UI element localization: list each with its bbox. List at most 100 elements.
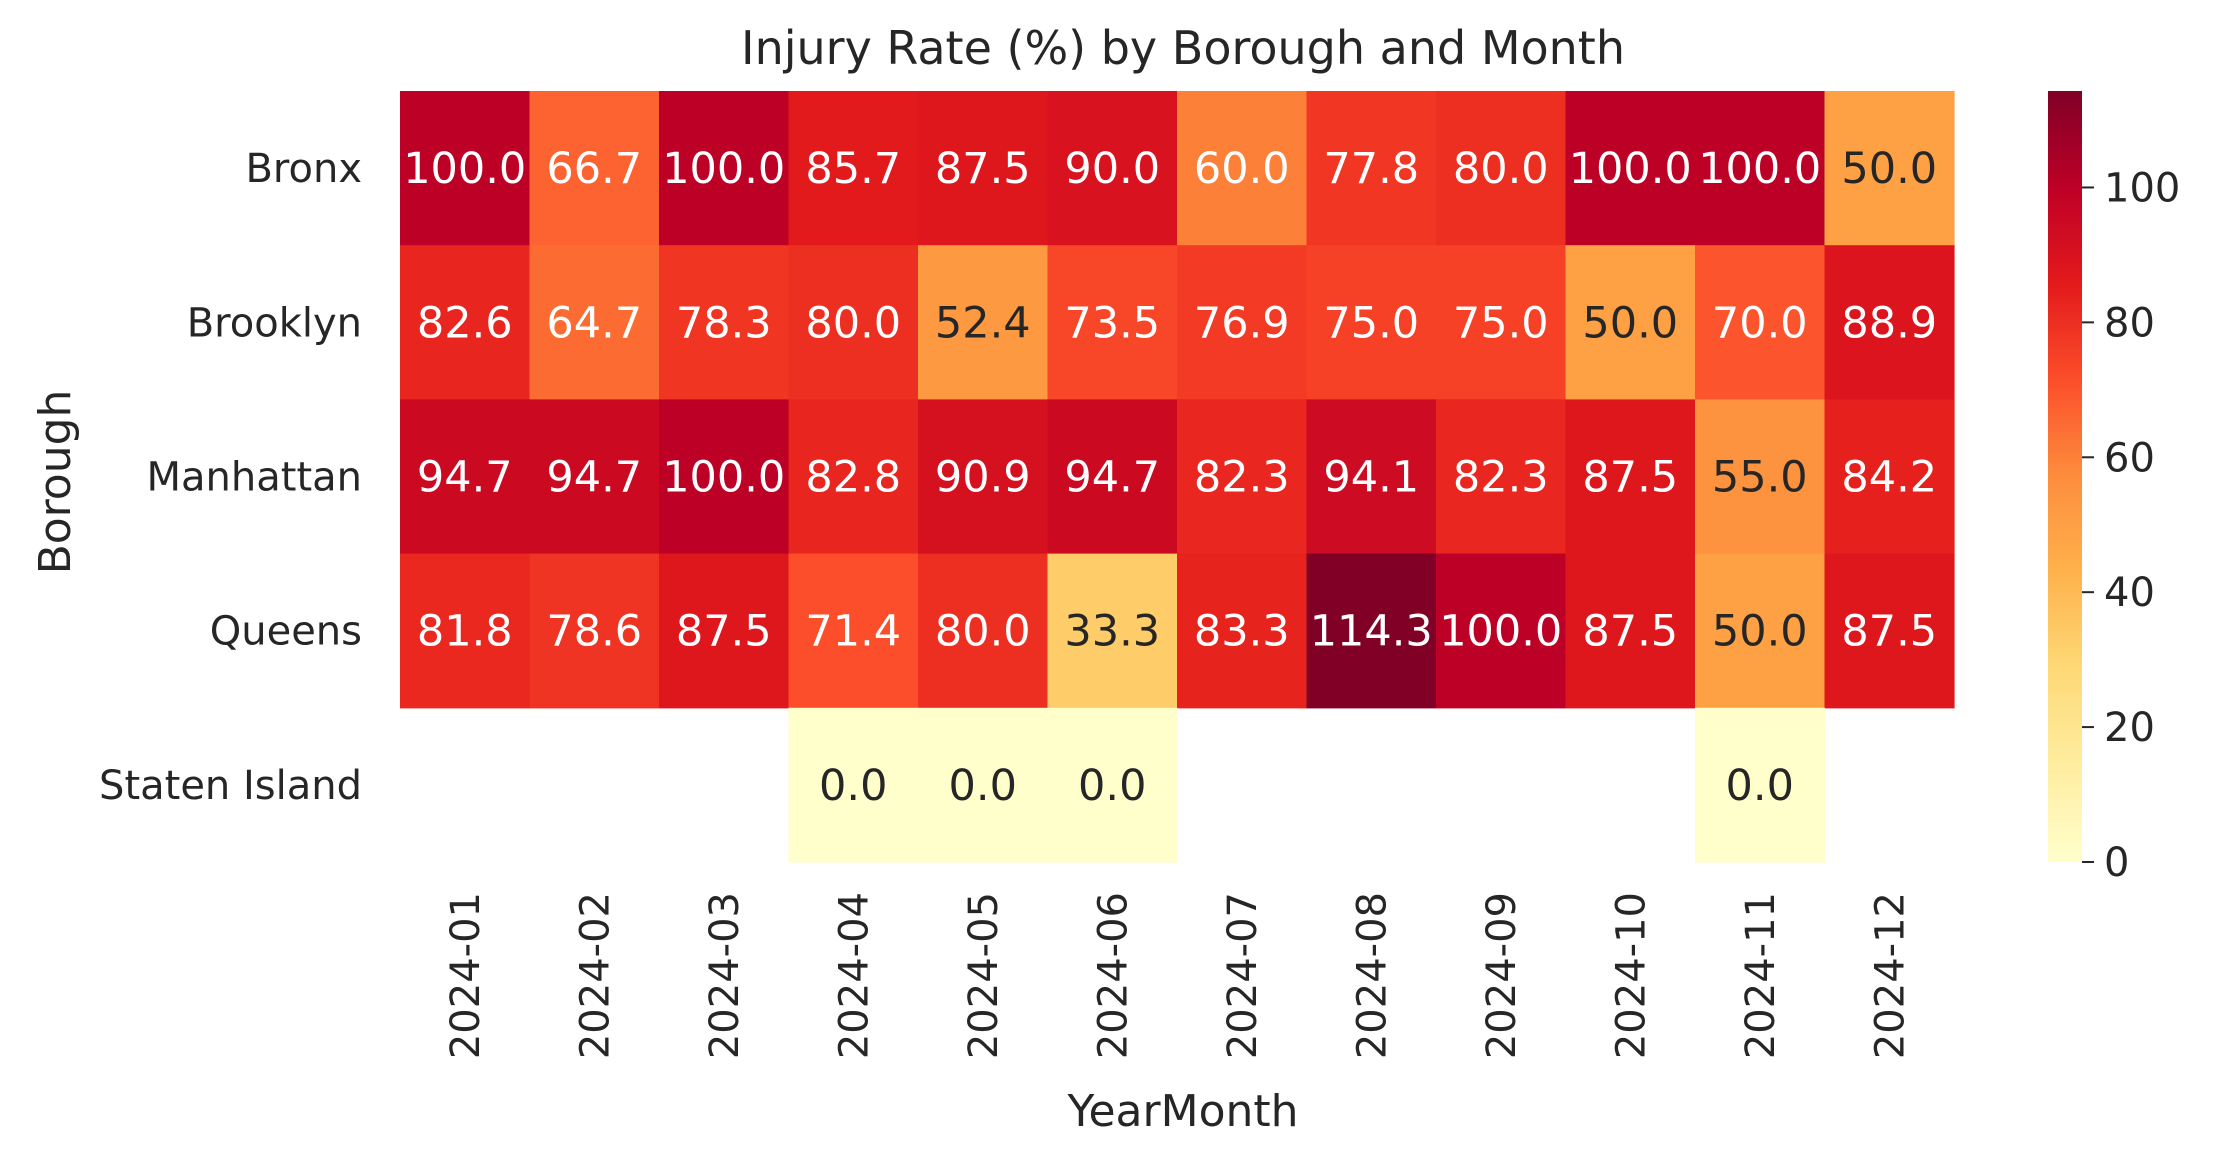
cell-value-label: 81.8 — [417, 607, 513, 657]
cell-value-label: 84.2 — [1841, 453, 1937, 503]
heatmap-cell — [788, 91, 919, 246]
cell-value-label: 100.0 — [1569, 144, 1692, 194]
cell-value-label: 52.4 — [935, 298, 1031, 348]
y-tick-labels: Bronx Brooklyn Manhattan Queens Staten Islan… — [99, 146, 362, 809]
cell-value-label: 87.5 — [1582, 453, 1678, 503]
cell-value-label: 82.3 — [1453, 453, 1549, 503]
cell-value-label: 90.9 — [935, 453, 1031, 503]
heatmap-cell — [400, 245, 531, 400]
x-tick-label: 2024-02 — [572, 892, 618, 1059]
heatmap-cell — [1047, 399, 1178, 555]
y-tick-label: Manhattan — [147, 455, 362, 501]
cell-value-label: 82.3 — [1194, 453, 1290, 503]
heatmap-cell — [1565, 91, 1696, 246]
cell-value-label: 100.0 — [1698, 144, 1821, 194]
cell-value-label: 60.0 — [1194, 144, 1290, 194]
cell-value-label: 100.0 — [662, 453, 785, 503]
x-tick-label: 2024-10 — [1608, 892, 1654, 1059]
cell-value-label: 0.0 — [819, 761, 887, 811]
cell-value-label: 94.7 — [546, 453, 642, 503]
y-tick-label: Queens — [210, 609, 362, 655]
cell-value-label: 78.3 — [676, 298, 772, 348]
heatmap-cell — [529, 553, 660, 709]
heatmap-cell — [529, 245, 660, 400]
heatmap-cell — [659, 553, 790, 709]
cell-value-label: 87.5 — [676, 607, 772, 657]
heatmap-cell — [1177, 553, 1308, 709]
cell-value-label: 50.0 — [1582, 298, 1678, 348]
colorbar-ticks: 0 20 40 60 80 100 — [2082, 165, 2180, 886]
chart-title: Injury Rate (%) by Borough and Month — [741, 21, 1625, 75]
cell-value-label: 75.0 — [1453, 298, 1549, 348]
heatmap-cell — [1306, 399, 1437, 555]
cell-value-label: 100.0 — [403, 144, 526, 194]
heatmap-cell — [1436, 245, 1567, 400]
cell-value-label: 80.0 — [805, 298, 901, 348]
heatmap-cell — [1695, 245, 1826, 400]
cell-value-label: 87.5 — [1841, 607, 1937, 657]
heatmap-cell — [918, 91, 1049, 246]
heatmap-cell — [659, 245, 790, 400]
heatmap-cell — [400, 91, 531, 246]
cell-value-label: 82.6 — [417, 298, 513, 348]
x-tick-label: 2024-05 — [961, 892, 1007, 1059]
heatmap-cell — [1436, 399, 1567, 555]
cell-value-label: 88.9 — [1841, 298, 1937, 348]
heatmap-cell — [1177, 245, 1308, 400]
cell-value-label: 66.7 — [546, 144, 642, 194]
colorbar-tick-label: 0 — [2104, 840, 2129, 886]
colorbar-tick-label: 80 — [2104, 300, 2155, 346]
cell-value-label: 71.4 — [805, 607, 901, 657]
cell-value-label: 78.6 — [546, 607, 642, 657]
x-tick-label: 2024-03 — [702, 892, 748, 1059]
x-tick-label: 2024-12 — [1867, 892, 1913, 1059]
heatmap-cell — [1306, 91, 1437, 246]
cell-value-label: 94.7 — [417, 453, 513, 503]
heatmap-cell — [1565, 245, 1696, 400]
cell-value-label: 33.3 — [1064, 607, 1160, 657]
cell-value-label: 70.0 — [1712, 298, 1808, 348]
cell-value-label: 87.5 — [1582, 607, 1678, 657]
heatmap-cell — [1047, 245, 1178, 400]
x-tick-label: 2024-07 — [1220, 892, 1266, 1059]
heatmap-cell — [400, 399, 531, 555]
x-tick-label: 2024-11 — [1738, 892, 1784, 1059]
cell-value-label: 100.0 — [662, 144, 785, 194]
y-tick-label: Staten Island — [99, 763, 362, 809]
heatmap-cell — [1695, 91, 1826, 246]
heatmap-cell — [400, 553, 531, 709]
cell-value-label: 0.0 — [949, 761, 1017, 811]
heatmap-cell — [1306, 245, 1437, 400]
cell-value-label: 0.0 — [1726, 761, 1794, 811]
heatmap-cell — [529, 399, 660, 555]
heatmap-cell — [918, 399, 1049, 555]
heatmap-cell — [1047, 553, 1178, 709]
x-axis-title: YearMonth — [1066, 1086, 1298, 1137]
x-tick-label: 2024-06 — [1090, 892, 1136, 1059]
cell-value-label: 50.0 — [1841, 144, 1937, 194]
heatmap-cell — [1177, 91, 1308, 246]
cell-value-label: 94.7 — [1064, 453, 1160, 503]
heatmap-cell — [1177, 399, 1308, 555]
heatmap-cell — [1436, 553, 1567, 709]
colorbar — [2048, 91, 2082, 862]
heatmap-cell — [1695, 553, 1826, 709]
cell-value-label: 80.0 — [935, 607, 1031, 657]
cell-value-label: 83.3 — [1194, 607, 1290, 657]
heatmap-cell — [788, 553, 919, 709]
cell-value-label: 100.0 — [1439, 607, 1562, 657]
heatmap-cell — [1695, 399, 1826, 555]
cell-value-label: 76.9 — [1194, 298, 1290, 348]
cell-value-label: 77.8 — [1323, 144, 1419, 194]
y-tick-label: Bronx — [245, 146, 362, 192]
heatmap-cell — [1565, 399, 1696, 555]
x-tick-label: 2024-01 — [443, 892, 489, 1059]
cell-value-label: 87.5 — [935, 144, 1031, 194]
heatmap-cell — [788, 245, 919, 400]
heatmap-cell — [918, 707, 1049, 863]
heatmap-cell — [1695, 707, 1826, 863]
x-tick-labels: 2024-01 2024-02 2024-03 2024-04 2024-05 2024-… — [443, 892, 1914, 1059]
cell-value-label: 75.0 — [1323, 298, 1419, 348]
cell-value-label: 85.7 — [805, 144, 901, 194]
